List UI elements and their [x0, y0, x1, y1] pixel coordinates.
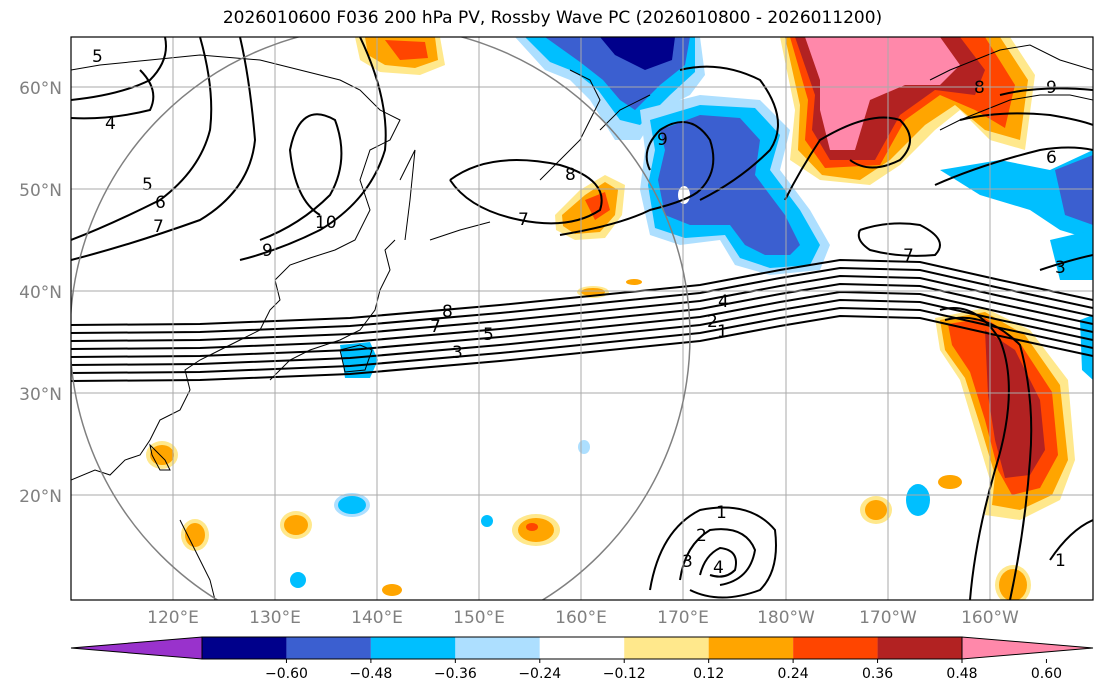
colorbar-segment: [624, 637, 709, 659]
contour-label: 7: [903, 246, 914, 266]
lon-label: 170°W: [859, 608, 917, 628]
colorbar-tick-label: 0.60: [1031, 666, 1062, 682]
contour-label: 8: [974, 78, 985, 98]
pv-contours: [71, 37, 1093, 600]
lat-label: 40°N: [19, 283, 62, 303]
map-frame: [70, 36, 1094, 601]
lon-label: 180°W: [757, 608, 815, 628]
contour-label: 6: [155, 193, 166, 213]
radius-circle: [71, 37, 691, 600]
contour-label: 2: [707, 312, 718, 332]
contour-label: 1: [716, 503, 727, 523]
contour-label: 7: [430, 317, 441, 337]
latitude-labels: 60°N 50°N 40°N 30°N 20°N: [19, 79, 62, 507]
contour-label: 3: [452, 343, 463, 363]
contour-label: 5: [142, 175, 153, 195]
contour-label: 2: [696, 526, 707, 546]
colorbar-max-arrow: [961, 636, 1094, 660]
lat-label: 50°N: [19, 181, 62, 201]
lon-label: 140°E: [351, 608, 403, 628]
lon-label: 150°E: [453, 608, 505, 628]
contour-label: 7: [153, 217, 164, 237]
colorbar-outline: [201, 636, 963, 660]
longitude-labels: 120°E 130°E 140°E 150°E 160°E 170°E 180°…: [147, 608, 1019, 628]
coastlines: [71, 44, 1093, 600]
contour-label: 9: [657, 130, 668, 150]
pv-anomaly-shading: [146, 37, 1093, 600]
contour-label: 1: [717, 322, 728, 342]
contour-label: 9: [262, 241, 273, 261]
contour-label: 5: [483, 325, 494, 345]
contour-label: 6: [1046, 148, 1057, 168]
colorbar-segment: [286, 637, 371, 659]
lon-label: 170°E: [657, 608, 709, 628]
contour-label: 9: [1046, 78, 1057, 98]
lon-label: 130°E: [249, 608, 301, 628]
colorbar-tick-label: 0.48: [946, 666, 977, 682]
colorbar-segment: [708, 637, 794, 659]
colorbar-min-arrow: [70, 636, 203, 660]
contour-label: 1: [1055, 551, 1066, 571]
colorbar-segment: [455, 637, 540, 659]
colorbar-tick-label: 0.24: [778, 666, 809, 682]
colorbar: −0.60 −0.48 −0.36 −0.24 −0.12 0.12 0.24 0.36 0.4…: [70, 636, 1094, 682]
colorbar-segment: [877, 637, 962, 659]
contour-label: 7: [518, 210, 529, 230]
contour-labels: 5 4 5 6 7 9 10 9 8 7 7 8 7 5 3 4 2 1 6 9…: [92, 47, 1066, 578]
colorbar-segment: [539, 637, 625, 659]
contour-label: 10: [315, 213, 337, 233]
lat-label: 20°N: [19, 487, 62, 507]
contour-label: 3: [682, 552, 693, 572]
colorbar-tick-label: −0.60: [265, 666, 308, 682]
lon-label: 120°E: [147, 608, 199, 628]
contour-label: 8: [442, 302, 453, 322]
contour-label: 4: [105, 114, 116, 134]
lon-label: 160°W: [961, 608, 1019, 628]
grid-lines: [71, 37, 1093, 600]
colorbar-tick-label: −0.48: [349, 666, 392, 682]
colorbar-segment: [370, 637, 456, 659]
lat-label: 60°N: [19, 79, 62, 99]
lat-label: 30°N: [19, 385, 62, 405]
colorbar-tick-label: −0.36: [434, 666, 477, 682]
contour-label: 8: [565, 165, 576, 185]
colorbar-tick-label: 0.36: [862, 666, 893, 682]
contour-label: 4: [713, 558, 724, 578]
colorbar-tick-label: −0.12: [603, 666, 646, 682]
colorbar-segment: [202, 637, 287, 659]
lon-label: 160°E: [555, 608, 607, 628]
contour-label: 5: [92, 47, 103, 67]
map-title: 2026010600 F036 200 hPa PV, Rossby Wave …: [222, 8, 883, 28]
colorbar-tick-label: −0.24: [518, 666, 561, 682]
contour-label: 3: [1055, 258, 1066, 278]
contour-label: 4: [718, 292, 729, 312]
colorbar-tick-label: 0.12: [693, 666, 724, 682]
colorbar-segment: [793, 637, 878, 659]
